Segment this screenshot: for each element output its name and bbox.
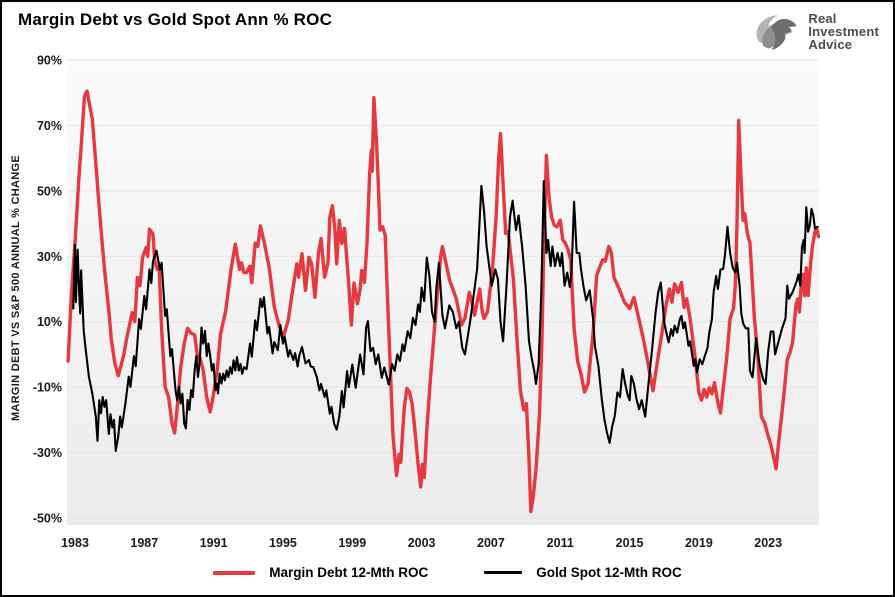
x-tick-label: 2019 <box>685 536 713 550</box>
y-axis-title: MARGIN DEBT VS S&P 500 ANNUAL % CHANGE <box>10 154 22 422</box>
x-tick-label: 1999 <box>338 536 366 550</box>
y-tick-label: -30% <box>33 446 62 460</box>
logo-text-line-1: Real <box>808 10 837 26</box>
legend: Margin Debt 12-Mth ROC Gold Spot 12-Mth … <box>2 565 893 580</box>
y-tick-label: -50% <box>33 511 62 525</box>
eagle-icon <box>756 15 797 51</box>
legend-swatch-margin-debt <box>213 570 256 575</box>
legend-label-gold: Gold Spot 12-Mth ROC <box>536 565 682 580</box>
page-title: Margin Debt vs Gold Spot Ann % ROC <box>18 10 333 29</box>
legend-swatch-gold <box>484 571 523 574</box>
x-tick-label: 1987 <box>130 536 158 550</box>
logo-text-line-2: Investment <box>808 23 879 39</box>
y-tick-label: 90% <box>37 54 62 68</box>
x-tick-label: 2011 <box>547 536 574 550</box>
y-tick-label: 10% <box>37 315 62 329</box>
x-tick-label: 1995 <box>269 536 297 550</box>
x-tick-label: 2007 <box>477 536 505 550</box>
plot-area <box>67 59 819 525</box>
x-tick-label: 2015 <box>616 536 644 550</box>
y-tick-label: 30% <box>37 250 62 264</box>
legend-label-margin-debt: Margin Debt 12-Mth ROC <box>269 565 429 580</box>
x-tick-label: 1991 <box>200 536 228 550</box>
series-line-margin-debt <box>66 89 821 514</box>
x-tick-label: 1983 <box>61 536 89 550</box>
brand-logo: Real Investment Advice <box>750 8 879 54</box>
logo-wordmark: Real Investment Advice <box>808 12 879 51</box>
eagle-head <box>771 18 797 51</box>
series-line-gold <box>72 179 819 452</box>
y-tick-label: 50% <box>37 184 62 198</box>
y-tick-label: -10% <box>33 381 62 395</box>
x-tick-label: 2003 <box>408 536 436 550</box>
logo-text-line-3: Advice <box>808 36 853 52</box>
y-tick-label: 70% <box>37 119 62 133</box>
x-tick-label: 2023 <box>754 536 782 550</box>
